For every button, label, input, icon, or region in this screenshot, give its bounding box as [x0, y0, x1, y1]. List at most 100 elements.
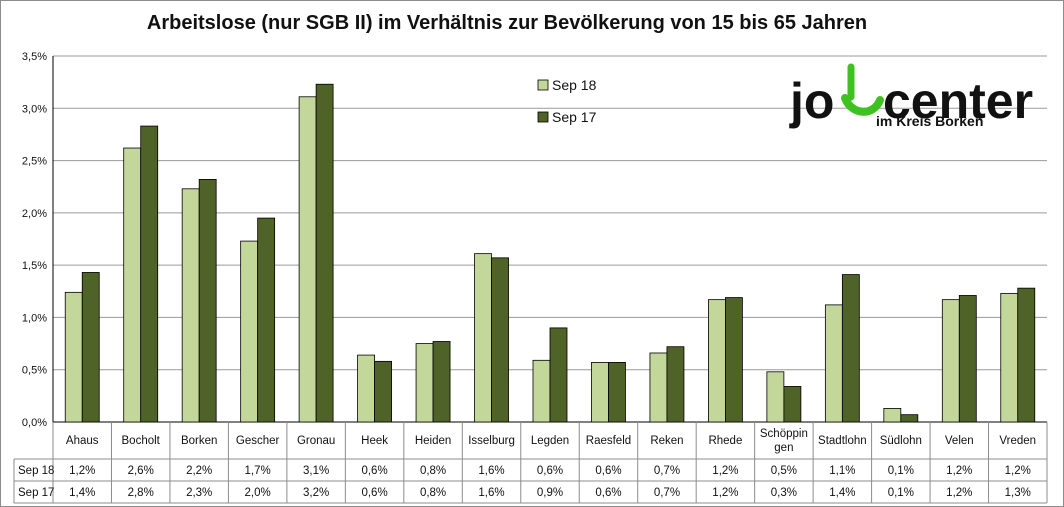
- bars: [64, 83, 1036, 423]
- table-value: 3,1%: [303, 465, 329, 477]
- table-value: 0,9%: [537, 487, 563, 499]
- category-label: Rhede: [708, 435, 742, 447]
- y-axis-ticks: 0,0% 0,5% 1,0% 1,5% 2,0% 2,5% 3,0% 3,5%: [22, 51, 47, 429]
- table-value: 1,4%: [829, 487, 855, 499]
- bar-sep-18: [649, 352, 668, 423]
- legend: Sep 18 Sep 17: [537, 77, 597, 125]
- logo-word-part2: center: [883, 73, 1033, 129]
- category-label: Heiden: [415, 435, 451, 447]
- table-value: 2,3%: [186, 487, 212, 499]
- table-value: 1,6%: [478, 487, 504, 499]
- table-value: 0,1%: [888, 465, 914, 477]
- table-value: 2,2%: [186, 465, 212, 477]
- category-label: Legden: [531, 435, 569, 447]
- table-value: 0,5%: [771, 465, 797, 477]
- bar-sep-18: [941, 299, 960, 423]
- bar-sep-17: [725, 297, 743, 423]
- bar-sep-18: [64, 291, 83, 423]
- table-value: 0,1%: [888, 487, 914, 499]
- table-value: 1,3%: [1005, 487, 1031, 499]
- category-label: Gronau: [297, 435, 335, 447]
- logo-accent-swoosh: [841, 94, 884, 116]
- bar-sep-17: [549, 327, 568, 423]
- y-tick-label: 2,5%: [22, 156, 47, 168]
- logo-subtitle: im Kreis Borken: [876, 113, 983, 129]
- legend-label: Sep 17: [552, 109, 597, 125]
- y-tick-label: 3,5%: [22, 51, 47, 63]
- bar-sep-17: [374, 360, 392, 423]
- table-value: 0,6%: [595, 487, 621, 499]
- category-label: Isselburg: [468, 435, 515, 447]
- legend-swatch: [537, 111, 549, 123]
- table-series-name: Sep 18: [18, 465, 54, 477]
- table-value: 1,6%: [478, 465, 504, 477]
- table-value: 1,2%: [69, 465, 95, 477]
- table-value: 0,3%: [771, 487, 797, 499]
- table-value: 0,7%: [654, 487, 680, 499]
- bar-sep-18: [1000, 292, 1019, 423]
- table-value: 1,7%: [245, 465, 271, 477]
- bar-sep-17: [958, 295, 977, 423]
- category-label: Schöppin: [760, 428, 808, 440]
- bar-sep-17: [783, 386, 802, 423]
- legend-swatch: [537, 79, 549, 91]
- data-table: Ahaus Bocholt Borken Gescher Gronau Heek Heide…: [13, 422, 1048, 504]
- table-value: 0,6%: [537, 465, 563, 477]
- bar-sep-18: [824, 304, 843, 423]
- legend-label: Sep 18: [552, 77, 597, 93]
- y-tick-label: 1,0%: [22, 312, 47, 324]
- category-label: Reken: [650, 435, 683, 447]
- bar-sep-18: [298, 96, 317, 423]
- bar-sep-17: [315, 83, 334, 423]
- table-value: 0,8%: [420, 465, 446, 477]
- logo-word-part1: jo: [789, 73, 834, 129]
- bar-sep-18: [357, 354, 375, 423]
- y-tick-label: 0,5%: [22, 365, 47, 377]
- table-value: 0,8%: [420, 487, 446, 499]
- bar-sep-17: [608, 361, 626, 423]
- bar-sep-18: [415, 343, 434, 423]
- table-value: 1,2%: [946, 487, 972, 499]
- category-label: Bocholt: [122, 435, 161, 447]
- category-label: Borken: [181, 435, 217, 447]
- bar-sep-17: [841, 274, 860, 423]
- table-value: 1,2%: [712, 487, 738, 499]
- bar-sep-18: [532, 359, 551, 423]
- bar-sep-17: [666, 346, 685, 423]
- category-label: gen: [774, 442, 793, 454]
- table-value: 0,6%: [595, 465, 621, 477]
- bar-sep-18: [766, 371, 785, 423]
- category-label: Stadtlohn: [818, 435, 867, 447]
- category-label: Vreden: [999, 435, 1036, 447]
- y-tick-label: 2,0%: [22, 208, 47, 220]
- table-value: 0,6%: [361, 465, 387, 477]
- table-value: 1,2%: [712, 465, 738, 477]
- bar-sep-17: [198, 178, 217, 423]
- bar-sep-18: [181, 188, 200, 423]
- category-label: Velen: [945, 435, 974, 447]
- gridlines: [52, 55, 1047, 423]
- table-value: 3,2%: [303, 487, 329, 499]
- y-tick-label: 3,0%: [22, 103, 47, 115]
- table-value: 0,7%: [654, 465, 680, 477]
- category-label: Raesfeld: [586, 435, 631, 447]
- bar-sep-17: [900, 414, 919, 423]
- bar-sep-17: [491, 257, 509, 423]
- y-tick-label: 0,0%: [22, 417, 47, 429]
- bar-sep-17: [1017, 287, 1036, 423]
- category-label: Südlohn: [880, 435, 922, 447]
- bar-sep-18: [240, 240, 259, 423]
- table-value: 2,8%: [128, 487, 154, 499]
- chart-title: Arbeitslose (nur SGB II) im Verhältnis z…: [146, 12, 868, 34]
- bar-sep-17: [81, 272, 100, 423]
- category-label: Ahaus: [66, 435, 99, 447]
- table-value: 1,2%: [1005, 465, 1031, 477]
- bar-sep-18: [883, 408, 902, 423]
- table-value: 2,0%: [245, 487, 271, 499]
- bar-sep-18: [123, 147, 142, 423]
- table-value: 1,2%: [946, 465, 972, 477]
- table-value: 1,4%: [69, 487, 95, 499]
- bar-sep-17: [140, 125, 159, 423]
- jobcenter-logo: jo center im Kreis Borken: [789, 63, 1033, 129]
- bar-sep-17: [257, 217, 276, 423]
